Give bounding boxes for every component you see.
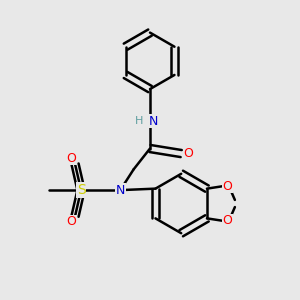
Text: O: O: [222, 214, 232, 227]
Text: O: O: [66, 215, 76, 228]
Text: O: O: [222, 180, 232, 193]
Text: O: O: [66, 152, 76, 165]
Text: O: O: [183, 147, 193, 160]
Text: H: H: [134, 116, 143, 126]
Text: S: S: [77, 183, 85, 197]
Text: N: N: [116, 184, 125, 196]
Text: N: N: [148, 115, 158, 128]
